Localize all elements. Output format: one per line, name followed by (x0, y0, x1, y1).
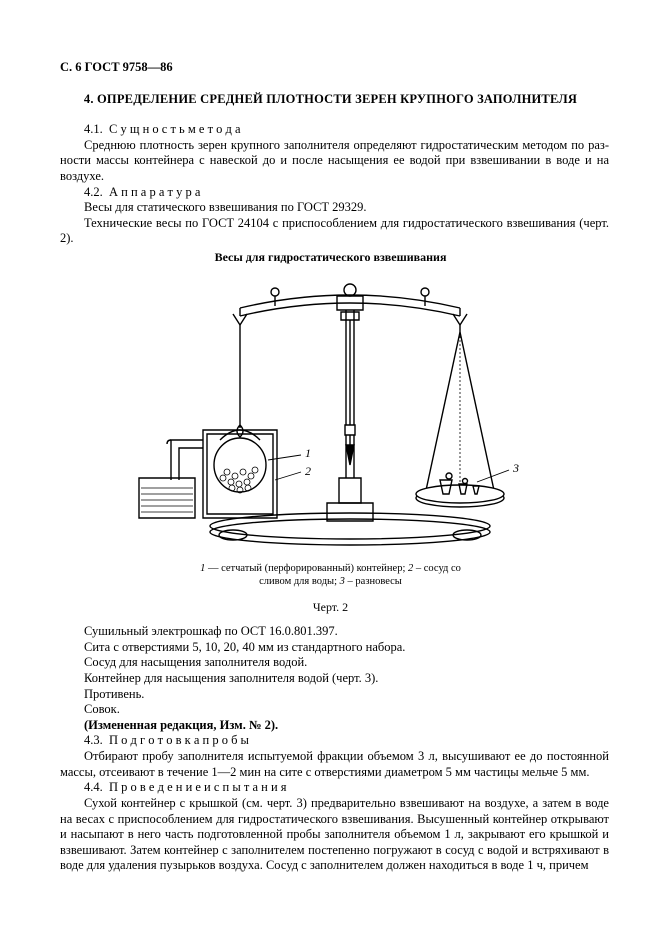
l-scoop: Совок. (60, 702, 609, 718)
para-4-2-l1: Весы для статического взвешивания по ГОС… (60, 200, 609, 216)
l-tray: Противень. (60, 687, 609, 703)
svg-text:3: 3 (512, 461, 519, 475)
l-dryer: Сушильный электрошкаф по ОСТ 16.0.801.39… (60, 624, 609, 640)
cap-t3: сливом для воды; (259, 576, 340, 587)
num-4-4: 4.4. (84, 780, 103, 794)
svg-text:2: 2 (305, 464, 311, 478)
para-4-1-body: Среднюю плотность зерен крупного заполни… (60, 138, 609, 185)
p-4-1: 4.1. С у щ н о с т ь м е т о д а (60, 122, 609, 138)
section-title: 4. ОПРЕДЕЛЕНИЕ СРЕДНЕЙ ПЛОТНОСТИ ЗЕРЕН К… (0, 92, 661, 108)
cap-t4: – разновесы (345, 576, 402, 587)
page-header: С. 6 ГОСТ 9758—86 (60, 60, 173, 76)
p-4-3: 4.3. П о д г о т о в к а п р о б ы (60, 733, 609, 749)
num-4-1: 4.1. (84, 122, 103, 136)
l-vessel: Сосуд для насыщения заполнителя водой. (60, 655, 609, 671)
figure-title: Весы для гидростатического взвешивания (0, 250, 661, 265)
cap-t2: – сосуд со (413, 563, 461, 574)
title-4-1: С у щ н о с т ь м е т о д а (109, 122, 241, 136)
para-4-4-body: Сухой контейнер с крышкой (см. черт. 3) … (60, 796, 609, 874)
num-4-3: 4.3. (84, 733, 103, 747)
para-4-3-body: Отбирают пробу заполнителя испытуемой фр… (60, 749, 609, 780)
title-4-4: П р о в е д е н и е и с п ы т а н и я (109, 780, 287, 794)
l-amend: (Измененная редакция, Изм. № 2). (60, 718, 609, 734)
p-4-2: 4.2. А п п а р а т у р а (60, 185, 609, 201)
figure-scales: 1 2 3 (125, 270, 545, 550)
cap-t1: — сетчатый (перфорированный) контейнер; (205, 563, 408, 574)
l-sieves: Сита с отверстиями 5, 10, 20, 40 мм из с… (60, 640, 609, 656)
p-4-4: 4.4. П р о в е д е н и е и с п ы т а н и… (60, 780, 609, 796)
title-4-3: П о д г о т о в к а п р о б ы (109, 733, 249, 747)
l-container: Контейнер для насыщения заполнителя водо… (60, 671, 609, 687)
figure-caption: 1 — сетчатый (перфорированный) контейнер… (0, 562, 661, 588)
num-4-2: 4.2. (84, 185, 103, 199)
svg-text:1: 1 (305, 446, 311, 460)
title-4-2: А п п а р а т у р а (109, 185, 200, 199)
figure-number: Черт. 2 (0, 600, 661, 615)
para-4-2-l2: Технические весы по ГОСТ 24104 с приспос… (60, 216, 609, 247)
